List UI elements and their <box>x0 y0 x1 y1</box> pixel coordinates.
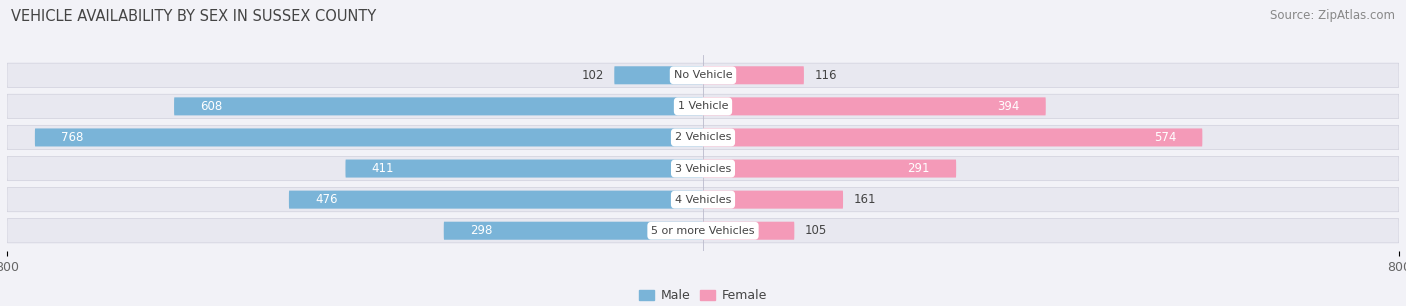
Text: 768: 768 <box>60 131 83 144</box>
Text: 298: 298 <box>470 224 492 237</box>
FancyBboxPatch shape <box>703 191 844 209</box>
Legend: Male, Female: Male, Female <box>634 284 772 306</box>
Text: VEHICLE AVAILABILITY BY SEX IN SUSSEX COUNTY: VEHICLE AVAILABILITY BY SEX IN SUSSEX CO… <box>11 9 377 24</box>
Text: 2 Vehicles: 2 Vehicles <box>675 132 731 143</box>
Text: No Vehicle: No Vehicle <box>673 70 733 80</box>
Text: 574: 574 <box>1154 131 1177 144</box>
FancyBboxPatch shape <box>174 97 703 115</box>
Text: 1 Vehicle: 1 Vehicle <box>678 101 728 111</box>
FancyBboxPatch shape <box>7 156 1399 181</box>
Text: Source: ZipAtlas.com: Source: ZipAtlas.com <box>1270 9 1395 22</box>
Text: 116: 116 <box>814 69 837 82</box>
FancyBboxPatch shape <box>7 218 1399 243</box>
Text: 4 Vehicles: 4 Vehicles <box>675 195 731 205</box>
Text: 102: 102 <box>582 69 603 82</box>
FancyBboxPatch shape <box>35 129 703 147</box>
Text: 608: 608 <box>200 100 222 113</box>
FancyBboxPatch shape <box>703 129 1202 147</box>
Text: 476: 476 <box>315 193 337 206</box>
Text: 394: 394 <box>997 100 1019 113</box>
FancyBboxPatch shape <box>444 222 703 240</box>
FancyBboxPatch shape <box>7 94 1399 118</box>
FancyBboxPatch shape <box>7 188 1399 212</box>
Text: 291: 291 <box>907 162 929 175</box>
FancyBboxPatch shape <box>703 159 956 177</box>
FancyBboxPatch shape <box>7 63 1399 88</box>
Text: 3 Vehicles: 3 Vehicles <box>675 163 731 174</box>
FancyBboxPatch shape <box>614 66 703 84</box>
FancyBboxPatch shape <box>703 222 794 240</box>
FancyBboxPatch shape <box>7 125 1399 150</box>
FancyBboxPatch shape <box>703 66 804 84</box>
Text: 5 or more Vehicles: 5 or more Vehicles <box>651 226 755 236</box>
Text: 161: 161 <box>853 193 876 206</box>
FancyBboxPatch shape <box>346 159 703 177</box>
FancyBboxPatch shape <box>703 97 1046 115</box>
FancyBboxPatch shape <box>288 191 703 209</box>
Text: 411: 411 <box>371 162 394 175</box>
Text: 105: 105 <box>804 224 827 237</box>
